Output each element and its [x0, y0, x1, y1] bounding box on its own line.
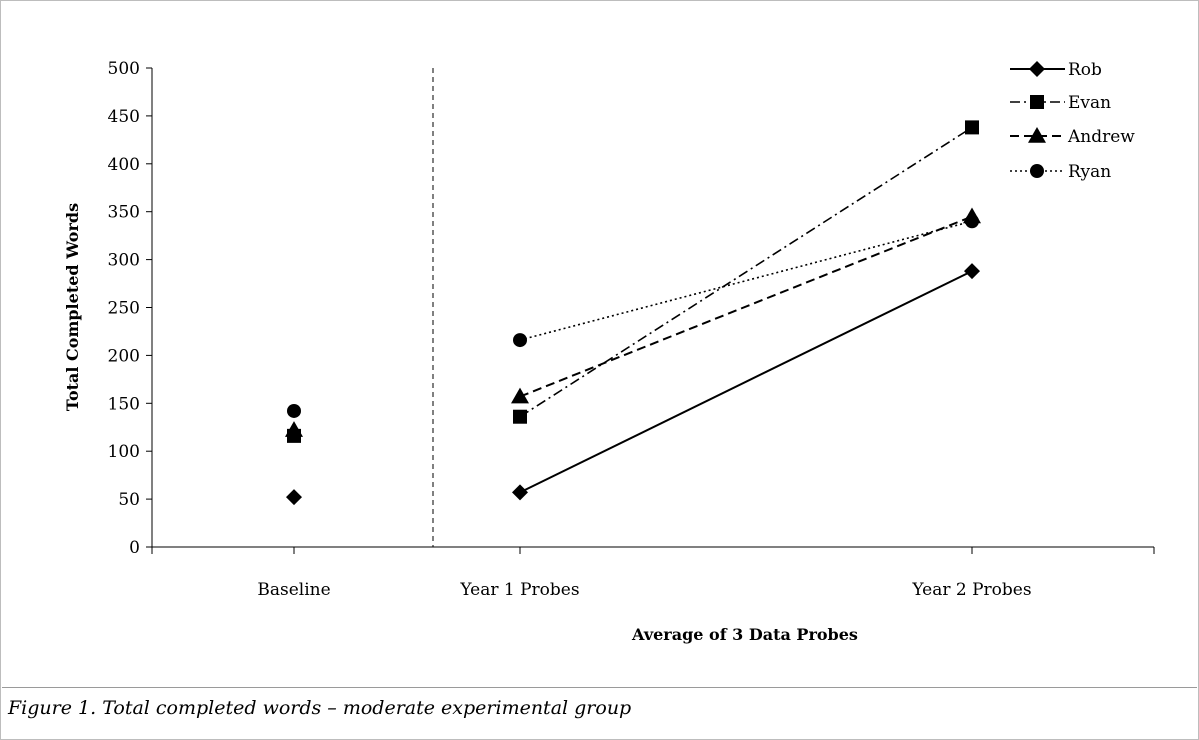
- x-tick-label: Year 2 Probes: [911, 580, 1031, 600]
- data-point-ryan: [965, 214, 979, 229]
- line-chart: 0 50 100 150 200 250 300 350 400 450 500 Baseline Ye…: [63, 59, 1155, 644]
- y-tick-label: 300: [108, 251, 140, 271]
- data-point-andrew: [511, 387, 529, 404]
- series-markers: [285, 120, 981, 506]
- series-line-ryan: [519, 220, 973, 341]
- series-line-evan: [519, 126, 973, 418]
- data-point-evan: [513, 409, 527, 424]
- y-tick-label: 150: [108, 394, 140, 414]
- legend-label-ryan: Ryan: [1068, 162, 1111, 182]
- y-tick-label: 50: [118, 490, 140, 510]
- legend-label-rob: Rob: [1068, 60, 1102, 80]
- legend-marker-andrew: [1028, 127, 1046, 143]
- data-point-andrew: [285, 421, 303, 437]
- legend-label-evan: Evan: [1068, 93, 1111, 113]
- caption-divider: [2, 687, 1197, 688]
- legend-marker-rob: [1029, 61, 1045, 77]
- y-tick-label: 500: [108, 59, 140, 79]
- figure-caption: Figure 1. Total completed words – modera…: [8, 697, 632, 719]
- data-point-evan: [965, 120, 979, 135]
- x-tick-label: Year 1 Probes: [459, 580, 579, 600]
- data-point-rob: [964, 263, 980, 280]
- y-tick-label: 450: [108, 107, 140, 127]
- series-lines: [519, 126, 973, 494]
- legend: Rob Evan Andrew Ryan: [1010, 60, 1135, 182]
- y-tick-label: 0: [129, 538, 140, 558]
- x-axis-label: Average of 3 Data Probes: [631, 625, 858, 644]
- data-point-ryan: [513, 333, 527, 348]
- y-tick-label: 250: [108, 299, 140, 319]
- y-tick-label: 200: [108, 346, 140, 366]
- series-line-rob: [519, 270, 973, 494]
- series-line-andrew: [519, 215, 973, 398]
- legend-label-andrew: Andrew: [1067, 127, 1135, 147]
- y-tick-label: 350: [108, 203, 140, 223]
- y-axis-label: Total Completed Words: [63, 203, 82, 411]
- data-point-ryan: [287, 403, 301, 418]
- y-tick-label: 100: [108, 442, 140, 462]
- chart-axes: 0 50 100 150 200 250 300 350 400 450 500 Baseline Ye…: [108, 59, 1155, 600]
- legend-marker-ryan: [1030, 164, 1044, 178]
- data-point-rob: [512, 484, 528, 501]
- legend-marker-evan: [1030, 95, 1044, 109]
- x-tick-label: Baseline: [257, 580, 330, 600]
- data-point-rob: [286, 489, 302, 506]
- y-tick-label: 400: [108, 155, 140, 175]
